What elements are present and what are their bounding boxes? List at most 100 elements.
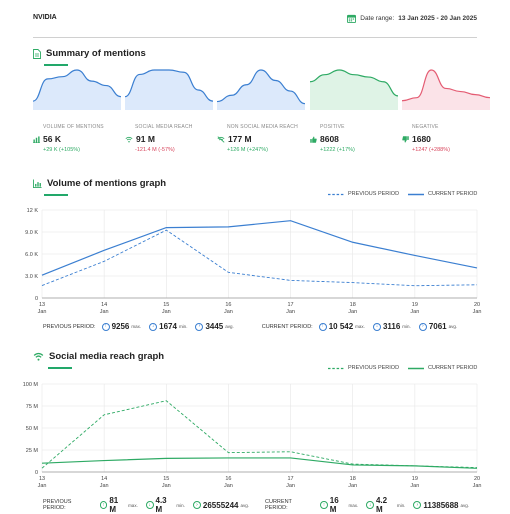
x-tick-label: 20: [474, 476, 480, 482]
sparkline-social-reach: [125, 69, 213, 110]
legend-solid-swatch: [408, 367, 424, 369]
x-tick-sublabel: Jan: [224, 483, 233, 489]
stat-value: 16 M: [329, 496, 339, 514]
curr-avg-stat: › 7061 avg.: [418, 322, 458, 331]
sparkline-line: [125, 69, 213, 102]
metric-label: NEGATIVE: [412, 124, 439, 130]
x-tick-label: 15: [163, 476, 169, 482]
x-tick-label: 15: [163, 302, 169, 308]
x-tick-sublabel: Jan: [100, 483, 109, 489]
metric-change: +1222 (+17%): [320, 147, 355, 153]
stats-curr-label: CURRENT PERIOD:: [265, 499, 292, 511]
stat-value: 1674: [159, 322, 177, 331]
metric-positive: POSITIVE 8608 +1222 (+17%): [310, 124, 402, 153]
arrow-right-icon: ›: [192, 501, 201, 509]
wifi-off-icon: [217, 135, 225, 143]
report-header: NVIDIA Date range: 13 Jan 2025 - 20 Jan …: [0, 0, 510, 38]
arrow-right-icon: ›: [195, 322, 204, 331]
legend-dashed-swatch: [328, 367, 344, 369]
header-divider: [33, 37, 477, 38]
metric-non-social-reach: NON SOCIAL MEDIA REACH 177 M +126 M (+24…: [217, 124, 309, 153]
calendar-icon: [347, 14, 357, 23]
reach-legend-current[interactable]: CURRENT PERIOD: [408, 365, 477, 371]
document-icon: [33, 48, 41, 59]
x-tick-sublabel: Jan: [38, 309, 47, 315]
x-tick-label: 17: [288, 302, 294, 308]
stat-unit: avg.: [225, 324, 234, 329]
curr-max-stat: ↑ 10 542 max.: [318, 322, 365, 331]
prev-max-stat: ↑ 9256 max.: [101, 322, 141, 331]
x-tick-sublabel: Jan: [100, 309, 109, 315]
stat-unit: avg.: [240, 502, 250, 508]
x-tick-label: 13: [39, 302, 45, 308]
volume-legend-current[interactable]: CURRENT PERIOD: [408, 191, 477, 197]
metric-label: SOCIAL MEDIA REACH: [135, 124, 193, 130]
metric-label: POSITIVE: [320, 124, 345, 130]
line-chart-icon: [33, 179, 42, 188]
metric-label: VOLUME OF MENTIONS: [43, 124, 104, 130]
thumbs-down-icon: [402, 135, 409, 143]
arrow-right-icon: ›: [418, 322, 427, 331]
legend-label: PREVIOUS PERIOD: [348, 191, 400, 197]
summary-title-underline: [44, 64, 68, 66]
x-tick-label: 20: [474, 302, 480, 308]
stat-unit: avg.: [460, 502, 470, 508]
metric-change: +126 M (+247%): [227, 147, 268, 153]
stat-unit: avg.: [448, 324, 458, 329]
x-tick-sublabel: Jan: [473, 483, 482, 489]
y-tick-label: 25 M: [26, 448, 39, 454]
reach-title-underline: [48, 367, 72, 369]
date-range[interactable]: Date range: 13 Jan 2025 - 20 Jan 2025: [347, 14, 477, 23]
arrow-up-icon: ↑: [99, 501, 108, 509]
prev-min-stat: ↓ 4.3 M min.: [145, 496, 185, 514]
x-tick-sublabel: Jan: [224, 309, 233, 315]
stat-value: 3445: [205, 322, 224, 331]
x-tick-label: 14: [101, 476, 107, 482]
volume-legend-previous[interactable]: PREVIOUS PERIOD: [328, 191, 399, 197]
reach-legend-previous[interactable]: PREVIOUS PERIOD: [328, 365, 399, 371]
legend-solid-swatch: [408, 193, 424, 195]
legend-label: CURRENT PERIOD: [428, 191, 478, 197]
y-tick-label: 9.0 K: [25, 230, 38, 236]
volume-stats-bar: PREVIOUS PERIOD: ↑ 9256 max. ↓ 1674 min. › 34…: [33, 322, 477, 331]
series-current-line: [41, 220, 478, 276]
y-tick-label: 0: [35, 470, 38, 476]
series-previous-line: [41, 400, 478, 469]
prev-min-stat: ↓ 1674 min.: [149, 322, 187, 331]
date-range-value: 13 Jan 2025 - 20 Jan 2025: [398, 15, 477, 22]
y-tick-label: 6.0 K: [25, 252, 38, 258]
prev-avg-stat: › 3445 avg.: [195, 322, 234, 331]
series-current-line: [41, 457, 478, 469]
stat-value: 4.2 M: [375, 496, 388, 514]
arrow-down-icon: ↓: [366, 501, 374, 509]
x-tick-sublabel: Jan: [286, 483, 295, 489]
y-tick-label: 0: [35, 296, 38, 302]
x-tick-sublabel: Jan: [38, 483, 47, 489]
y-tick-label: 3.0 K: [25, 274, 38, 280]
metric-value: 91 M: [136, 134, 155, 144]
stat-unit: min.: [178, 324, 188, 329]
sparkline-area: [402, 70, 490, 110]
stat-value: 10 542: [328, 322, 354, 331]
arrow-up-icon: ↑: [320, 501, 328, 509]
thumbs-up-icon: [310, 135, 317, 143]
y-tick-label: 50 M: [26, 426, 39, 432]
metric-value: 1680: [412, 134, 431, 144]
stat-value: 7061: [428, 322, 447, 331]
volume-line-chart: 03.0 K6.0 K9.0 K12 K13Jan14Jan15Jan16Jan…: [25, 208, 482, 315]
stat-value: 11385688: [423, 500, 459, 510]
x-tick-label: 19: [412, 302, 418, 308]
y-tick-label: 75 M: [26, 404, 39, 410]
wifi-icon: [125, 136, 133, 142]
x-tick-sublabel: Jan: [473, 309, 482, 315]
curr-avg-stat: › 11385688 avg.: [413, 501, 469, 510]
metric-change: -121.4 M (-57%): [135, 147, 175, 153]
metric-change: +1247 (+288%): [412, 147, 450, 153]
x-tick-sublabel: Jan: [162, 483, 171, 489]
reach-section-title: Social media reach graph: [33, 351, 164, 362]
stat-value: 81 M: [109, 496, 119, 514]
x-tick-label: 16: [225, 476, 231, 482]
arrow-down-icon: ↓: [372, 322, 381, 331]
stat-unit: max.: [348, 502, 359, 508]
